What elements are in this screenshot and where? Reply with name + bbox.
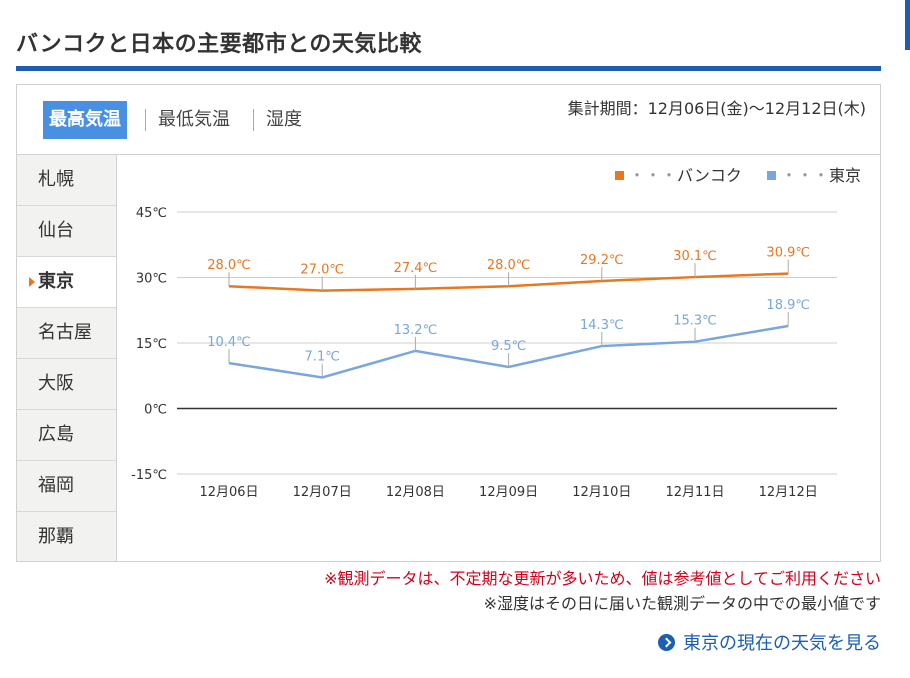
data-label: 9.5℃ [491, 339, 526, 354]
data-label: 28.0℃ [487, 258, 531, 273]
city-item-sapporo[interactable]: 札幌 [17, 155, 116, 206]
data-label: 28.0℃ [207, 258, 251, 273]
tab-min-temp[interactable]: 最低気温 [158, 109, 230, 130]
city-list: 札幌 仙台 東京 名古屋 大阪 広島 福岡 那覇 [17, 155, 117, 561]
legend-dots: ・・・ [781, 166, 829, 185]
city-item-sendai[interactable]: 仙台 [17, 206, 116, 257]
legend-swatch [767, 171, 776, 180]
humidity-note: ※湿度はその日に届いた観測データの中での最小値です [483, 594, 881, 613]
legend-series-name: バンコク [677, 166, 742, 185]
chevron-right-circle-icon [658, 633, 675, 651]
edge-accent-bar [905, 0, 910, 50]
metric-tabs: 最高気温 最低気温 湿度 集計期間：12月06日(金)〜12月12日(木) [17, 85, 880, 155]
y-tick-label: 15℃ [136, 337, 167, 352]
legend-swatch [615, 171, 624, 180]
city-item-fukuoka[interactable]: 福岡 [17, 461, 116, 512]
page-title: バンコクと日本の主要都市との天気比較 [16, 32, 422, 57]
data-warning-note: ※観測データは、不定期な更新が多いため、値は参考値としてご利用ください [324, 569, 881, 588]
temperature-chart: 45℃ 30℃ 15℃ 0℃ -15℃ 12月06日 12月07日 12月08日 12月09日 1… [131, 166, 861, 500]
city-item-osaka[interactable]: 大阪 [17, 359, 116, 410]
period-label: 集計期間：12月06日(金)〜12月12日(木) [567, 99, 866, 118]
y-tick-label: -15℃ [131, 468, 167, 483]
data-label: 13.2℃ [394, 323, 438, 338]
x-tick-label: 12月06日 [199, 485, 258, 500]
data-label: 27.0℃ [300, 263, 344, 278]
city-item-hiroshima[interactable]: 広島 [17, 410, 116, 461]
y-tick-label: 0℃ [144, 403, 167, 418]
x-tick-label: 12月09日 [479, 485, 538, 500]
tokyo-weather-link[interactable]: 東京の現在の天気を見る [658, 629, 881, 655]
tab-separator [145, 109, 146, 131]
data-label: 18.9℃ [766, 298, 810, 313]
legend-label: ・・・バンコク [629, 166, 742, 185]
data-label: 7.1℃ [305, 349, 340, 364]
x-tick-label: 12月08日 [386, 485, 445, 500]
y-tick-label: 45℃ [136, 206, 167, 221]
tab-separator [253, 109, 254, 131]
x-tick-label: 12月11日 [665, 485, 724, 500]
city-item-naha[interactable]: 那覇 [38, 526, 74, 547]
data-label: 14.3℃ [580, 318, 624, 333]
y-tick-label: 30℃ [136, 272, 167, 287]
data-label: 27.4℃ [394, 261, 438, 276]
tab-humidity[interactable]: 湿度 [266, 109, 302, 130]
legend-dots: ・・・ [629, 166, 677, 185]
data-label: 29.2℃ [580, 253, 624, 268]
title-underline [16, 66, 881, 71]
tab-max-temp[interactable]: 最高気温 [43, 101, 127, 139]
comparison-panel: 最高気温 最低気温 湿度 集計期間：12月06日(金)〜12月12日(木) 札幌… [16, 84, 881, 562]
tokyo-weather-link-label: 東京の現在の天気を見る [683, 633, 881, 654]
x-tick-label: 12月07日 [293, 485, 352, 500]
city-item-tokyo[interactable]: 東京 [17, 257, 116, 308]
data-label: 15.3℃ [673, 314, 717, 329]
city-item-nagoya[interactable]: 名古屋 [17, 308, 116, 359]
x-tick-label: 12月10日 [572, 485, 631, 500]
data-label: 10.4℃ [207, 335, 251, 350]
x-tick-label: 12月12日 [759, 485, 818, 500]
data-label: 30.1℃ [673, 249, 717, 264]
data-label: 30.9℃ [766, 246, 810, 261]
legend-series-name: 東京 [829, 166, 861, 185]
legend-label: ・・・東京 [781, 166, 861, 185]
